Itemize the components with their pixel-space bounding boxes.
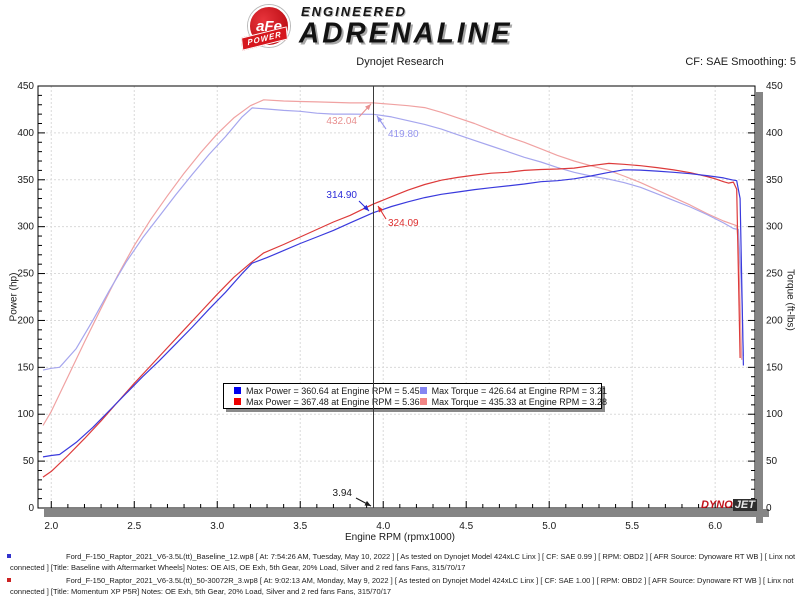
chart-legend: Max Power = 360.64 at Engine RPM = 5.45 … bbox=[223, 383, 607, 409]
svg-text:3.5: 3.5 bbox=[293, 521, 307, 532]
dynojet-logo-dyno: DYNO bbox=[701, 499, 733, 511]
svg-text:200: 200 bbox=[766, 315, 783, 326]
dynojet-logo-jet: JET bbox=[732, 499, 757, 511]
svg-text:419.80: 419.80 bbox=[388, 129, 419, 140]
legend-label: Max Torque = 435.33 at Engine RPM = 3.28 bbox=[431, 396, 608, 407]
legend-item-max-torque-momentum: Max Torque = 435.33 at Engine RPM = 3.28 bbox=[419, 396, 608, 407]
legend-swatch-power-baseline bbox=[234, 387, 241, 394]
legend-swatch-torque-momentum bbox=[419, 398, 427, 405]
dynojet-logo: DYNO JET bbox=[701, 499, 757, 511]
svg-text:2.0: 2.0 bbox=[44, 521, 58, 532]
legend-label: Max Power = 360.64 at Engine RPM = 5.45 bbox=[246, 385, 420, 396]
run-note-baseline: Ford_F-150_Raptor_2021_V6-3.5L(tt)_Basel… bbox=[0, 551, 796, 573]
svg-text:450: 450 bbox=[766, 81, 783, 92]
title-row: Dynojet Research CF: SAE Smoothing: 5 bbox=[0, 56, 800, 72]
svg-text:3.94: 3.94 bbox=[333, 488, 353, 499]
run-note-text: Ford_F-150_Raptor_2021_V6-3.5L(tt)_Basel… bbox=[10, 552, 796, 572]
run-note-momentum: Ford_F-150_Raptor_2021_V6-3.5L(tt)_50-30… bbox=[0, 575, 796, 597]
svg-text:300: 300 bbox=[766, 222, 783, 233]
brand-adrenaline-text: ADRENALINE bbox=[299, 16, 513, 49]
svg-text:150: 150 bbox=[17, 362, 34, 373]
svg-text:100: 100 bbox=[766, 409, 783, 420]
svg-text:3.0: 3.0 bbox=[210, 521, 224, 532]
svg-text:5.0: 5.0 bbox=[542, 521, 556, 532]
svg-text:250: 250 bbox=[766, 269, 783, 280]
svg-text:350: 350 bbox=[17, 175, 34, 186]
svg-text:200: 200 bbox=[17, 315, 34, 326]
svg-text:4.0: 4.0 bbox=[376, 521, 390, 532]
run-bullet-red bbox=[7, 578, 11, 582]
svg-text:450: 450 bbox=[17, 81, 34, 92]
svg-text:150: 150 bbox=[766, 362, 783, 373]
svg-text:350: 350 bbox=[766, 175, 783, 186]
svg-text:400: 400 bbox=[766, 128, 783, 139]
svg-text:2.5: 2.5 bbox=[127, 521, 141, 532]
svg-text:5.5: 5.5 bbox=[625, 521, 639, 532]
svg-text:432.04: 432.04 bbox=[326, 116, 357, 127]
svg-text:314.90: 314.90 bbox=[326, 190, 357, 201]
run-notes: Ford_F-150_Raptor_2021_V6-3.5L(tt)_Basel… bbox=[0, 551, 796, 599]
svg-text:6.0: 6.0 bbox=[708, 521, 722, 532]
power-axis-label: Power (hp) bbox=[8, 272, 20, 322]
legend-label: Max Power = 367.48 at Engine RPM = 5.36 bbox=[246, 396, 420, 407]
svg-text:4.5: 4.5 bbox=[459, 521, 473, 532]
torque-axis-label: Torque (ft-lbs) bbox=[784, 269, 796, 331]
legend-label: Max Torque = 426.64 at Engine RPM = 3.21 bbox=[431, 385, 608, 396]
run-bullet-blue bbox=[7, 554, 11, 558]
legend-item-max-power-baseline: Max Power = 360.64 at Engine RPM = 5.45 bbox=[224, 386, 420, 396]
afe-adrenaline-logo: aFe POWER ENGINEERED ADRENALINE bbox=[241, 3, 513, 53]
svg-text:50: 50 bbox=[766, 456, 778, 467]
svg-text:50: 50 bbox=[23, 456, 35, 467]
svg-text:250: 250 bbox=[17, 269, 34, 280]
page-title: Dynojet Research bbox=[356, 56, 444, 68]
svg-text:100: 100 bbox=[17, 409, 34, 420]
legend-row: Max Power = 360.64 at Engine RPM = 5.45 … bbox=[224, 385, 607, 396]
run-note-text: Ford_F-150_Raptor_2021_V6-3.5L(tt)_50-30… bbox=[10, 576, 794, 596]
svg-text:0: 0 bbox=[28, 503, 34, 514]
svg-text:0: 0 bbox=[766, 503, 772, 514]
legend-swatch-power-momentum bbox=[234, 398, 241, 405]
brand-engineered-text: ENGINEERED bbox=[301, 4, 407, 19]
legend-swatch-torque-baseline bbox=[419, 387, 427, 394]
svg-text:400: 400 bbox=[17, 128, 34, 139]
svg-text:324.09: 324.09 bbox=[388, 218, 419, 229]
legend-item-max-torque-baseline: Max Torque = 426.64 at Engine RPM = 3.21 bbox=[419, 385, 608, 396]
svg-text:300: 300 bbox=[17, 222, 34, 233]
brand-wordmark: ENGINEERED ADRENALINE bbox=[299, 3, 513, 47]
legend-row: Max Power = 367.48 at Engine RPM = 5.36 … bbox=[224, 396, 607, 407]
smoothing-label: CF: SAE Smoothing: 5 bbox=[685, 56, 796, 68]
legend-item-max-power-momentum: Max Power = 367.48 at Engine RPM = 5.36 bbox=[224, 397, 420, 407]
cursor-line[interactable] bbox=[373, 86, 374, 508]
afe-power-badge: aFe POWER bbox=[241, 5, 290, 51]
rpm-axis-label: Engine RPM (rpmx1000) bbox=[344, 532, 456, 543]
